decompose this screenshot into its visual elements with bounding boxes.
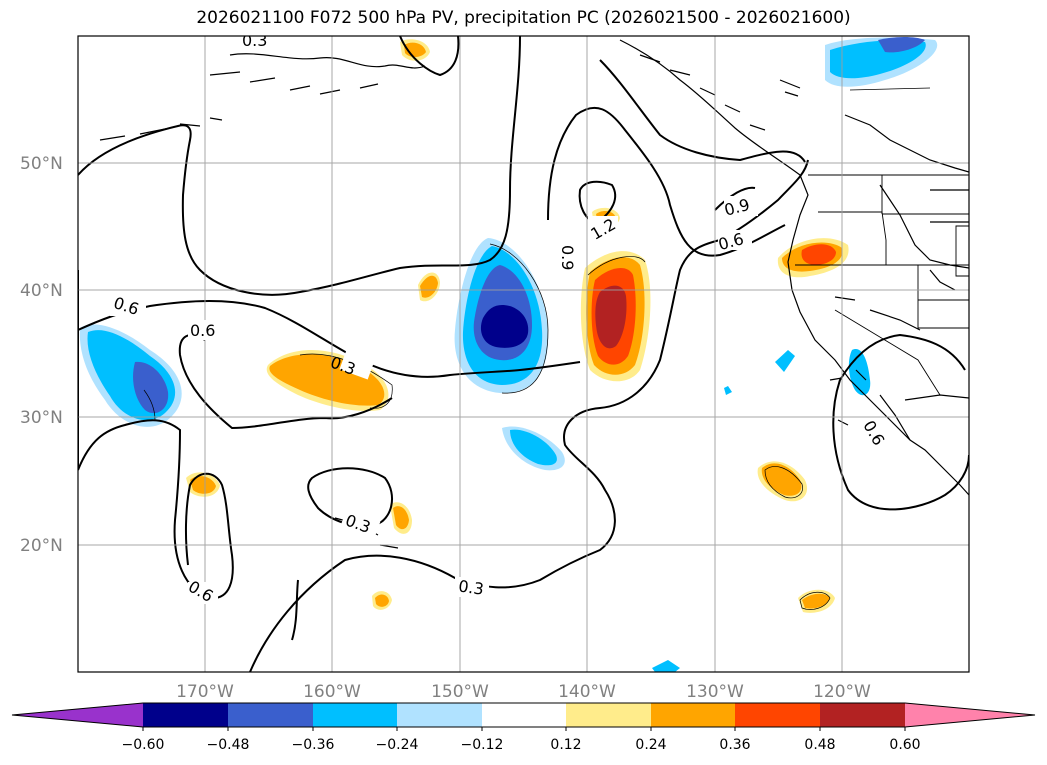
contour-label: 0.3 (242, 31, 267, 50)
colorbar-tick-label: −0.48 (207, 737, 250, 753)
contour-label: 0.3 (457, 576, 485, 598)
colorbar-tick-label: 0.48 (804, 737, 835, 753)
lon-label-140w: 140°W (558, 682, 616, 702)
map-frame (77, 35, 970, 673)
contour-labels: 0.3 0.3 0.3 0.3 0.6 0.6 0.6 0.6 0.6 0.9 … (110, 31, 889, 606)
colorbar-cell (820, 703, 905, 727)
colorbar: −0.60 −0.48 −0.36 −0.24 −0.12 0.12 0.24 … (11, 702, 1036, 753)
lon-label-120w: 120°W (813, 682, 871, 702)
colorbar-tick-label: −0.36 (292, 737, 335, 753)
borders (795, 174, 969, 396)
negative-precip-anomaly (79, 37, 938, 672)
colorbar-cell (143, 703, 228, 727)
longitude-labels: 170°W 160°W 150°W 140°W 130°W 120°W (176, 682, 871, 702)
colorbar-extend-low (12, 703, 143, 727)
lon-label-150w: 150°W (431, 682, 489, 702)
lon-label-160w: 160°W (303, 682, 361, 702)
map-area: 0.3 0.3 0.3 0.3 0.6 0.6 0.6 0.6 0.6 0.9 … (78, 31, 969, 672)
map-title: 2026021100 F072 500 hPa PV, precipitatio… (196, 8, 851, 28)
colorbar-tick-label: 0.24 (635, 737, 666, 753)
lat-label-30n: 30°N (20, 408, 63, 428)
lon-label-130w: 130°W (686, 682, 744, 702)
lat-label-50n: 50°N (20, 154, 63, 174)
colorbar-cell (228, 703, 313, 727)
colorbar-tick-label: −0.12 (461, 737, 504, 753)
colorbar-tick-label: −0.24 (376, 737, 419, 753)
colorbar-tick-label: 0.36 (719, 737, 750, 753)
colorbar-cell (313, 703, 397, 727)
positive-precip-anomaly (186, 39, 849, 613)
colorbar-tick-label: −0.60 (122, 737, 165, 753)
colorbar-tick-label: 0.12 (550, 737, 581, 753)
contour-label: 0.6 (190, 321, 215, 340)
colorbar-cell (482, 703, 566, 727)
colorbar-cell (651, 703, 735, 727)
lat-label-20n: 20°N (20, 536, 63, 556)
lon-label-170w: 170°W (176, 682, 234, 702)
latitude-labels: 50°N 40°N 30°N 20°N (20, 154, 63, 556)
colorbar-cell (566, 703, 651, 727)
gridlines (78, 36, 969, 672)
colorbar-tick-label: 0.60 (889, 737, 920, 753)
contour-label: 0.9 (558, 245, 577, 270)
coastlines (99, 39, 969, 549)
colorbar-extend-high (905, 703, 1035, 727)
colorbar-cell (397, 703, 482, 727)
colorbar-cell (735, 703, 820, 727)
lat-label-40n: 40°N (20, 281, 63, 301)
